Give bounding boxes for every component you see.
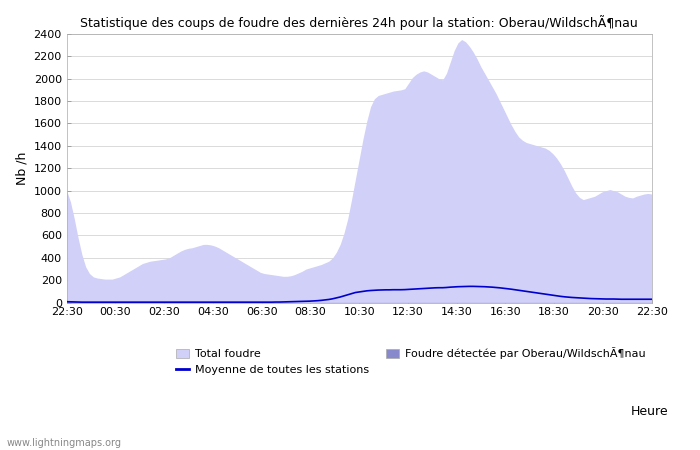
Legend: Total foudre, Moyenne de toutes les stations, Foudre détectée par Oberau/Wildsch: Total foudre, Moyenne de toutes les stat… xyxy=(172,343,650,380)
Text: Heure: Heure xyxy=(631,405,668,418)
Title: Statistique des coups de foudre des dernières 24h pour la station: Oberau/Wildsc: Statistique des coups de foudre des dern… xyxy=(80,15,638,30)
Text: www.lightningmaps.org: www.lightningmaps.org xyxy=(7,438,122,448)
Y-axis label: Nb /h: Nb /h xyxy=(15,152,28,185)
